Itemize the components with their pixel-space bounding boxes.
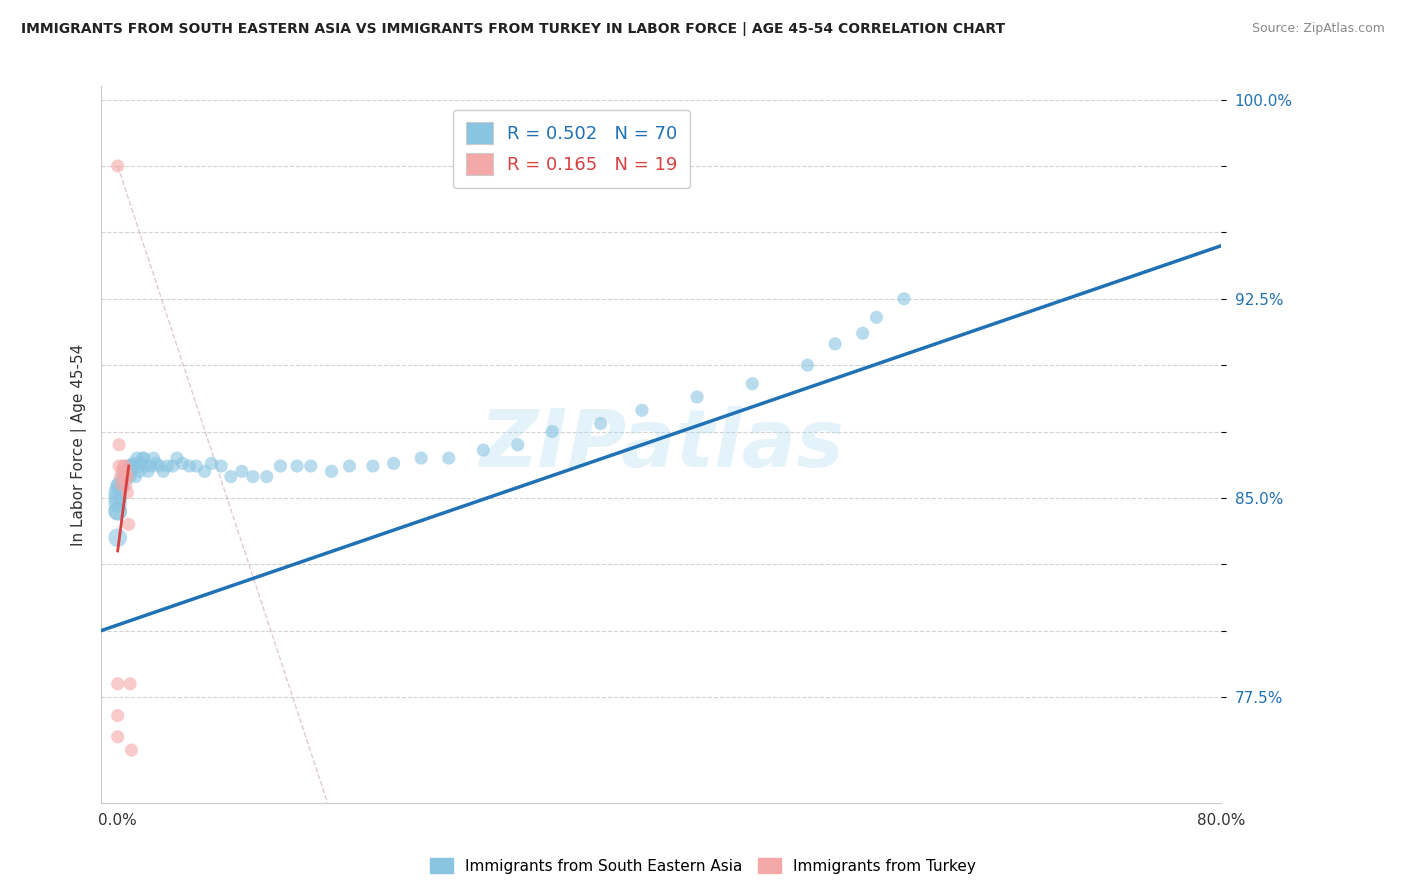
- Point: [111, 464, 134, 478]
- Point: [118, 458, 141, 473]
- Point: [114, 472, 136, 486]
- Point: [824, 337, 846, 351]
- Text: Source: ZipAtlas.com: Source: ZipAtlas.com: [1251, 22, 1385, 36]
- Point: [145, 456, 167, 470]
- Point: [110, 469, 132, 483]
- Y-axis label: In Labor Force | Age 45-54: In Labor Force | Age 45-54: [72, 343, 87, 546]
- Point: [179, 458, 201, 473]
- Point: [321, 464, 343, 478]
- Point: [117, 469, 139, 483]
- Point: [129, 456, 152, 470]
- Point: [112, 458, 135, 473]
- Point: [107, 708, 129, 723]
- Point: [437, 451, 460, 466]
- Point: [115, 464, 138, 478]
- Point: [114, 469, 136, 483]
- Point: [120, 469, 142, 483]
- Point: [107, 491, 129, 505]
- Point: [231, 464, 253, 478]
- Point: [115, 464, 138, 478]
- Point: [122, 458, 145, 473]
- Point: [121, 464, 143, 478]
- Point: [125, 451, 148, 466]
- Point: [131, 451, 153, 466]
- Point: [128, 464, 150, 478]
- Point: [107, 677, 129, 691]
- Point: [107, 504, 129, 518]
- Point: [166, 451, 188, 466]
- Point: [120, 677, 142, 691]
- Point: [200, 456, 222, 470]
- Point: [382, 456, 405, 470]
- Point: [162, 458, 184, 473]
- Point: [132, 451, 155, 466]
- Legend: R = 0.502   N = 70, R = 0.165   N = 19: R = 0.502 N = 70, R = 0.165 N = 19: [453, 110, 690, 188]
- Point: [121, 743, 143, 757]
- Point: [541, 425, 564, 439]
- Point: [852, 326, 875, 341]
- Point: [120, 464, 142, 478]
- Point: [142, 451, 165, 466]
- Point: [111, 475, 134, 489]
- Point: [117, 469, 139, 483]
- Text: ZIPatlas: ZIPatlas: [479, 406, 844, 483]
- Point: [256, 469, 278, 483]
- Point: [118, 458, 141, 473]
- Point: [134, 458, 156, 473]
- Point: [136, 464, 159, 478]
- Point: [796, 358, 818, 372]
- Point: [117, 485, 139, 500]
- Point: [269, 458, 291, 473]
- Point: [112, 469, 135, 483]
- Point: [631, 403, 654, 417]
- Point: [156, 458, 179, 473]
- Point: [865, 310, 887, 325]
- Point: [285, 458, 308, 473]
- Text: IMMIGRANTS FROM SOUTH EASTERN ASIA VS IMMIGRANTS FROM TURKEY IN LABOR FORCE | AG: IMMIGRANTS FROM SOUTH EASTERN ASIA VS IM…: [21, 22, 1005, 37]
- Point: [152, 464, 174, 478]
- Point: [114, 464, 136, 478]
- Point: [194, 464, 217, 478]
- Point: [127, 458, 149, 473]
- Point: [186, 458, 208, 473]
- Point: [472, 443, 495, 458]
- Point: [506, 438, 529, 452]
- Point: [118, 517, 141, 532]
- Point: [172, 456, 194, 470]
- Point: [115, 477, 138, 491]
- Legend: Immigrants from South Eastern Asia, Immigrants from Turkey: Immigrants from South Eastern Asia, Immi…: [425, 852, 981, 880]
- Point: [411, 451, 433, 466]
- Point: [107, 485, 129, 500]
- Point: [361, 458, 384, 473]
- Point: [121, 458, 143, 473]
- Point: [107, 531, 129, 545]
- Point: [121, 456, 143, 470]
- Point: [110, 477, 132, 491]
- Point: [107, 730, 129, 744]
- Point: [148, 458, 170, 473]
- Point: [589, 417, 612, 431]
- Point: [107, 504, 129, 518]
- Point: [893, 292, 915, 306]
- Point: [242, 469, 264, 483]
- Point: [209, 458, 232, 473]
- Point: [124, 469, 146, 483]
- Point: [219, 469, 242, 483]
- Point: [107, 496, 129, 510]
- Point: [741, 376, 763, 391]
- Point: [108, 438, 131, 452]
- Point: [139, 458, 162, 473]
- Point: [108, 458, 131, 473]
- Point: [107, 159, 129, 173]
- Point: [686, 390, 709, 404]
- Point: [108, 480, 131, 494]
- Point: [299, 458, 322, 473]
- Point: [339, 458, 361, 473]
- Point: [114, 458, 136, 473]
- Point: [111, 477, 134, 491]
